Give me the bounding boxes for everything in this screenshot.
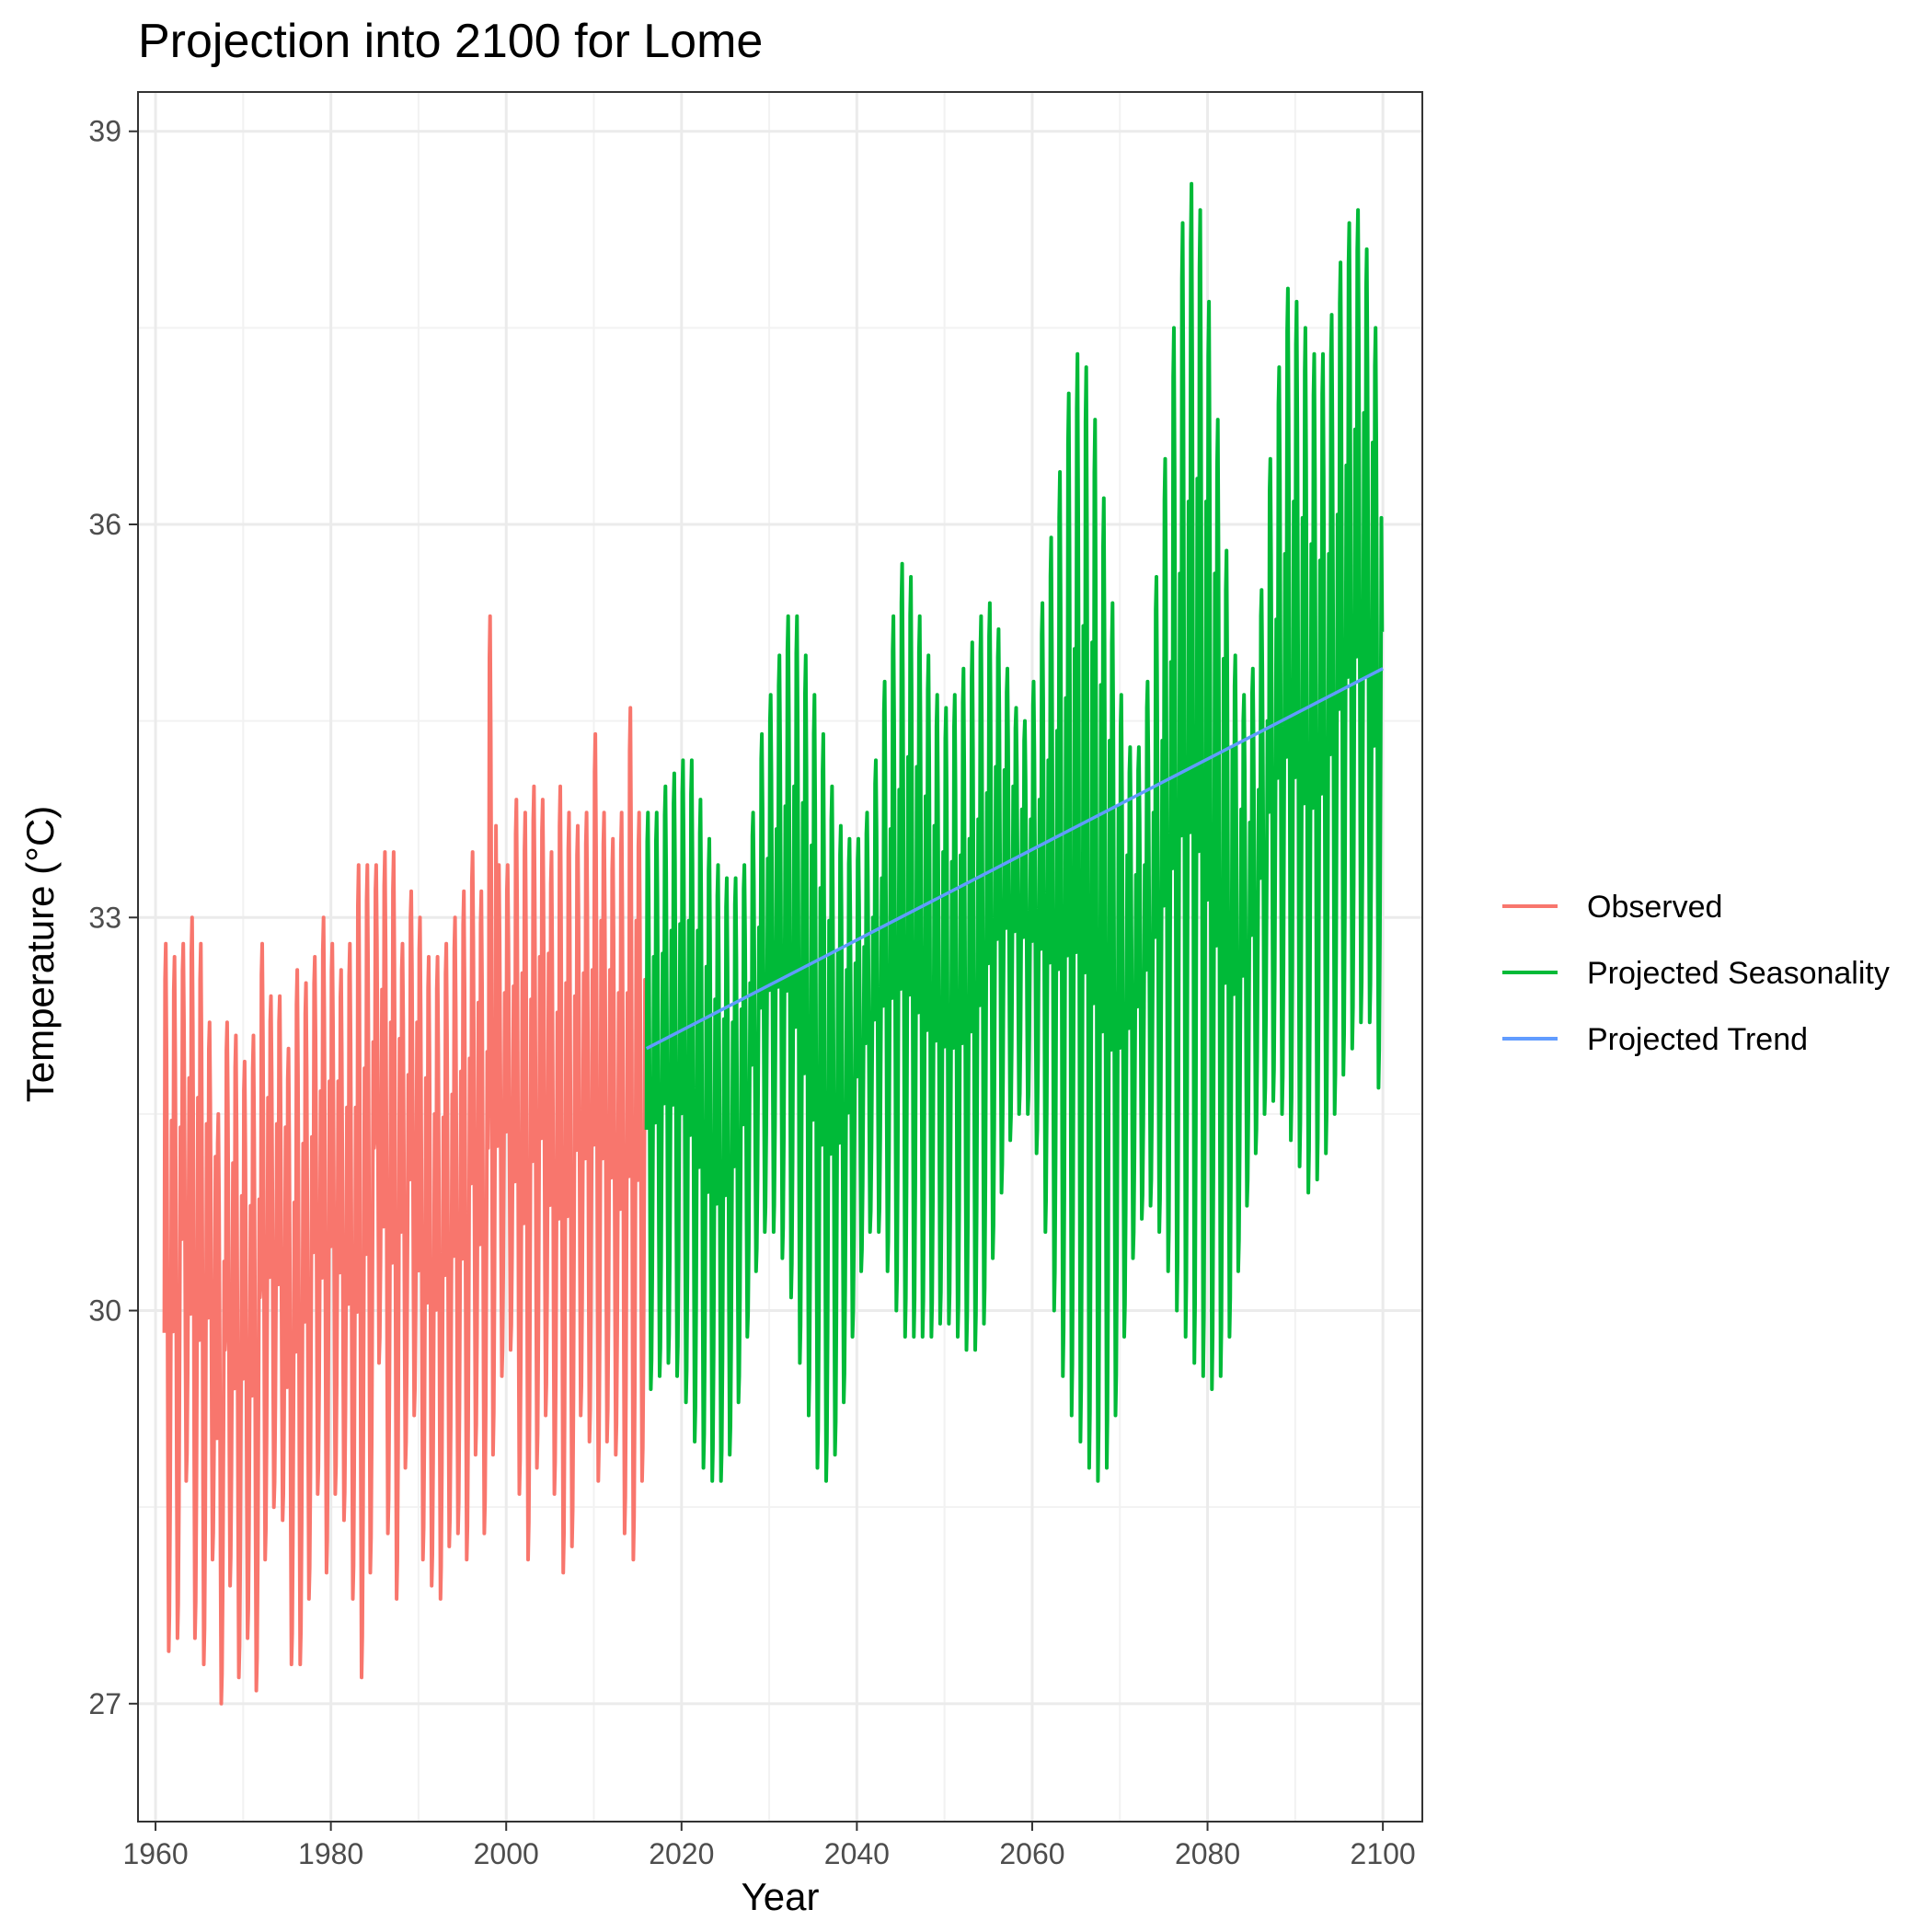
x-tick-label: 2100 <box>1351 1837 1416 1870</box>
x-axis-title: Year <box>742 1875 820 1918</box>
chart-title: Projection into 2100 for Lome <box>138 15 763 68</box>
y-tick-label: 36 <box>88 508 121 541</box>
series-line-projected-seasonality <box>644 181 1385 1483</box>
y-tick-label: 30 <box>88 1294 121 1328</box>
x-tick-label: 1980 <box>298 1837 363 1870</box>
legend-label-projected-trend: Projected Trend <box>1587 1022 1808 1057</box>
x-axis-ticks: 1960 1980 2000 2020 2040 2060 2080 2100 <box>122 1822 1416 1870</box>
legend-label-projected-seasonality: Projected Seasonality <box>1587 956 1890 991</box>
series-line-projected-trend <box>645 667 1384 1051</box>
y-tick-label: 33 <box>88 901 121 934</box>
y-axis-ticks: 27 30 33 36 39 <box>88 115 138 1720</box>
y-tick-label: 27 <box>88 1687 121 1720</box>
series-line-observed <box>162 614 649 1706</box>
legend-label-observed: Observed <box>1587 890 1722 925</box>
y-axis-title: Temperature (°C) <box>18 806 62 1103</box>
x-tick-label: 2060 <box>999 1837 1064 1870</box>
series-layer <box>162 181 1385 1706</box>
x-tick-label: 1960 <box>122 1837 188 1870</box>
panel-border <box>137 91 1423 1823</box>
x-tick-label: 2020 <box>649 1837 714 1870</box>
x-tick-label: 2040 <box>824 1837 890 1870</box>
x-tick-label: 2080 <box>1175 1837 1240 1870</box>
legend: Observed Projected Seasonality Projected T… <box>1502 890 1890 1057</box>
y-tick-label: 39 <box>88 115 121 148</box>
x-tick-label: 2000 <box>474 1837 539 1870</box>
